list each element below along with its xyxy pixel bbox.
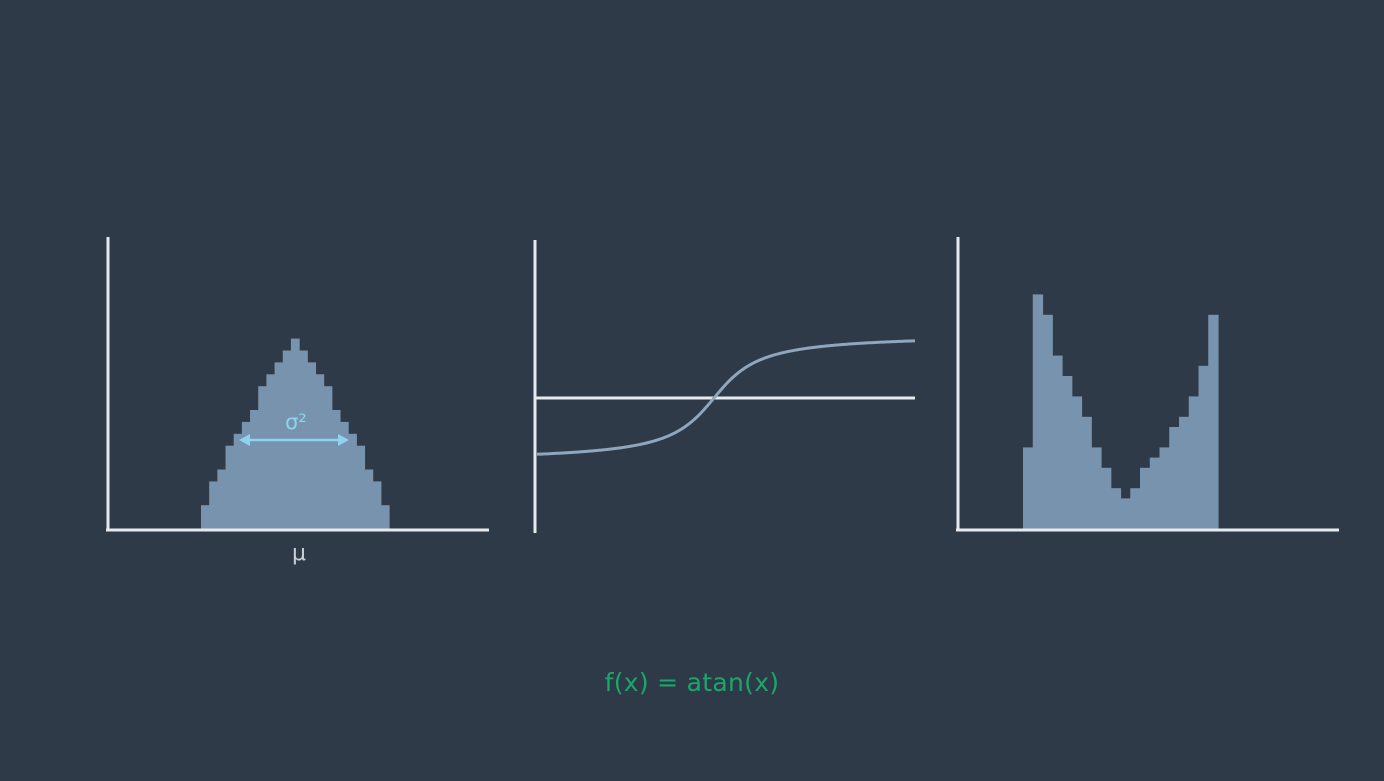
output-histogram-bar-18: [1198, 365, 1209, 529]
input-histogram-bar-3: [225, 445, 235, 529]
input-histogram-bar-15: [323, 386, 333, 529]
output-histogram-bar-15: [1169, 427, 1180, 529]
input-histogram-bar-11: [290, 338, 300, 529]
transfer-function-panel: [533, 240, 916, 533]
output-histogram-bar-9: [1110, 488, 1122, 529]
input-histogram-bar-4: [233, 433, 243, 529]
input-histogram-bar-19: [356, 445, 366, 529]
output-histogram-bar-10: [1120, 498, 1131, 529]
output-histogram-bar-16: [1179, 416, 1190, 529]
output-histogram-bar-14: [1159, 447, 1170, 529]
output-histogram: [1023, 294, 1219, 529]
output-histogram-bar-13: [1149, 457, 1161, 529]
input-histogram-bar-16: [331, 410, 341, 529]
output-histogram-bar-2: [1042, 314, 1053, 529]
output-histogram-bar-4: [1062, 376, 1073, 529]
output-histogram-bar-1: [1032, 294, 1044, 529]
input-histogram-bar-17: [339, 421, 349, 529]
variance-label: σ²: [285, 410, 307, 434]
input-histogram-bar-14: [315, 374, 325, 529]
input-histogram-bar-1: [209, 481, 218, 529]
output-histogram-bar-6: [1081, 416, 1092, 529]
output-histogram-bar-8: [1101, 467, 1112, 529]
input-histogram-bar-7: [258, 386, 267, 529]
output-histogram-bar-19: [1208, 314, 1219, 529]
mean-label: μ: [292, 541, 306, 566]
output-histogram-bar-11: [1130, 488, 1141, 529]
output-histogram-bar-12: [1140, 467, 1151, 529]
output-histogram-bar-7: [1091, 447, 1102, 529]
input-distribution-panel: σ² μ: [106, 237, 489, 566]
output-histogram-bar-17: [1188, 396, 1200, 529]
output-histogram-bar-3: [1052, 355, 1063, 529]
formula-label: f(x) = atan(x): [604, 668, 780, 697]
input-histogram-bar-20: [364, 469, 374, 529]
input-histogram-bar-8: [266, 374, 276, 529]
input-histogram-bar-6: [250, 410, 259, 529]
output-histogram-bar-0: [1023, 447, 1034, 529]
output-distribution-panel: [956, 237, 1339, 532]
input-histogram-bar-9: [274, 362, 284, 529]
input-histogram-bar-22: [380, 505, 390, 529]
atan-curve: [536, 339, 916, 456]
input-histogram-bar-18: [348, 433, 357, 529]
input-histogram-bar-0: [201, 505, 210, 529]
input-histogram-bar-2: [217, 469, 227, 529]
input-histogram-bar-21: [372, 481, 382, 529]
output-histogram-bar-5: [1071, 396, 1083, 529]
input-histogram-bar-5: [241, 421, 251, 529]
input-histogram-bar-13: [307, 362, 317, 529]
variance-arrow: [239, 434, 349, 446]
